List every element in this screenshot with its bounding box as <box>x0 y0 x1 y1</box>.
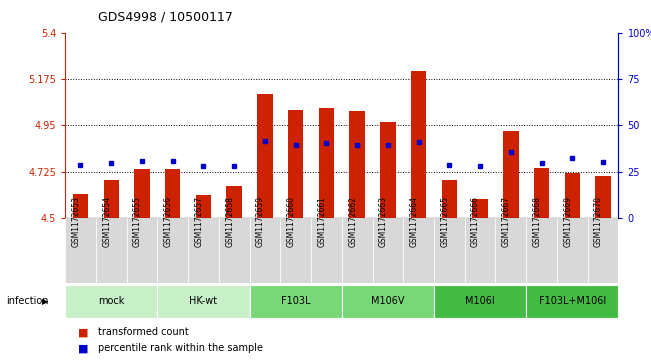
Text: GSM1172658: GSM1172658 <box>225 196 234 246</box>
Text: ▶: ▶ <box>42 297 49 306</box>
Text: GSM1172665: GSM1172665 <box>440 196 449 246</box>
Text: ■: ■ <box>78 327 89 337</box>
Text: mock: mock <box>98 296 124 306</box>
Text: GSM1172655: GSM1172655 <box>133 196 142 246</box>
Text: GDS4998 / 10500117: GDS4998 / 10500117 <box>98 11 232 24</box>
Bar <box>473 199 488 218</box>
Bar <box>342 285 434 318</box>
Bar <box>158 218 188 283</box>
Bar <box>134 170 150 218</box>
Text: GSM1172661: GSM1172661 <box>318 196 326 246</box>
Text: F103L: F103L <box>281 296 311 306</box>
Bar <box>503 131 519 218</box>
Bar <box>350 111 365 218</box>
Bar <box>526 218 557 283</box>
Bar <box>441 180 457 218</box>
Text: GSM1172666: GSM1172666 <box>471 196 480 246</box>
Text: HK-wt: HK-wt <box>189 296 217 306</box>
Bar <box>588 218 618 283</box>
Text: M106V: M106V <box>371 296 405 306</box>
Text: F103L+M106I: F103L+M106I <box>539 296 606 306</box>
Text: GSM1172654: GSM1172654 <box>102 196 111 246</box>
Bar <box>219 218 249 283</box>
Bar <box>65 285 158 318</box>
Bar <box>372 218 403 283</box>
Bar <box>495 218 526 283</box>
Bar <box>227 186 242 218</box>
Text: GSM1172670: GSM1172670 <box>594 196 603 246</box>
Bar <box>411 71 426 218</box>
Bar <box>557 218 588 283</box>
Bar <box>380 122 396 218</box>
Bar <box>73 194 88 218</box>
Text: infection: infection <box>7 296 49 306</box>
Text: GSM1172660: GSM1172660 <box>286 196 296 246</box>
Bar <box>288 110 303 218</box>
Bar <box>342 218 372 283</box>
Bar <box>65 218 96 283</box>
Bar <box>126 218 158 283</box>
Bar <box>158 285 249 318</box>
Text: GSM1172663: GSM1172663 <box>379 196 388 246</box>
Bar <box>403 218 434 283</box>
Bar <box>465 218 495 283</box>
Text: transformed count: transformed count <box>98 327 188 337</box>
Bar <box>319 108 334 218</box>
Bar <box>188 218 219 283</box>
Text: ■: ■ <box>78 343 89 354</box>
Bar <box>311 218 342 283</box>
Bar <box>96 218 126 283</box>
Text: GSM1172662: GSM1172662 <box>348 196 357 246</box>
Text: GSM1172659: GSM1172659 <box>256 196 265 246</box>
Text: GSM1172664: GSM1172664 <box>409 196 419 246</box>
Text: percentile rank within the sample: percentile rank within the sample <box>98 343 262 354</box>
Bar <box>249 218 281 283</box>
Bar <box>281 218 311 283</box>
Bar <box>596 176 611 218</box>
Text: GSM1172656: GSM1172656 <box>163 196 173 246</box>
Bar <box>434 285 526 318</box>
Bar <box>249 285 342 318</box>
Text: GSM1172657: GSM1172657 <box>195 196 203 246</box>
Bar <box>165 170 180 218</box>
Bar <box>104 180 119 218</box>
Text: GSM1172653: GSM1172653 <box>72 196 81 246</box>
Bar <box>534 168 549 218</box>
Bar <box>564 172 580 218</box>
Text: GSM1172668: GSM1172668 <box>533 196 542 246</box>
Text: GSM1172667: GSM1172667 <box>502 196 511 246</box>
Text: M106I: M106I <box>465 296 495 306</box>
Bar <box>526 285 618 318</box>
Text: GSM1172669: GSM1172669 <box>563 196 572 246</box>
Bar <box>434 218 465 283</box>
Bar <box>257 94 273 218</box>
Bar <box>196 195 211 218</box>
